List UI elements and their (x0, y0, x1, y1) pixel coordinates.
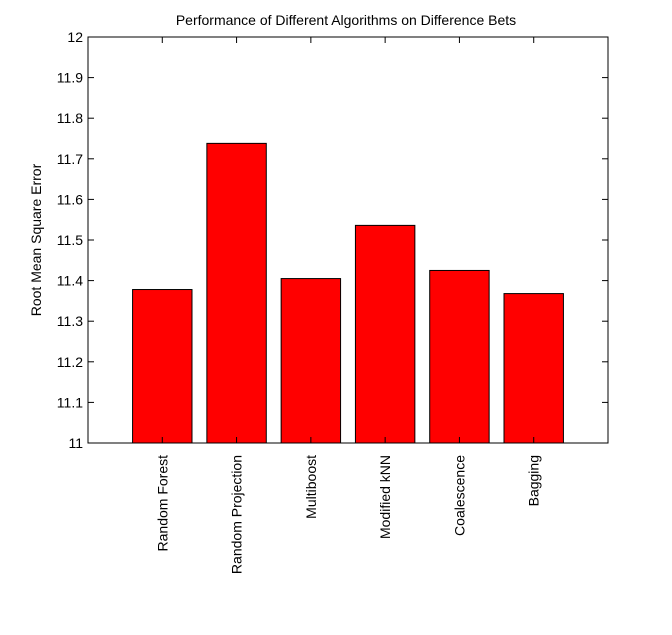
bar-random-projection (206, 142, 267, 444)
x-tick-label: Modified kNN (377, 455, 393, 539)
x-tick-label: Coalescence (451, 455, 467, 536)
y-axis-label: Root Mean Square Error (28, 163, 44, 316)
x-tick-label: Multiboost (303, 455, 319, 519)
bar-random-forest (132, 289, 193, 444)
axes-group: 11 11.1 11.2 11.3 11.4 11.5 11.6 11.7 11.8 11.9 12… (57, 29, 609, 574)
y-tick-label: 11.6 (57, 191, 83, 207)
y-tick-label: 11.3 (57, 313, 83, 329)
bar-multiboost (280, 278, 342, 444)
x-tick-label: Random Forest (154, 455, 170, 552)
chart-title: Performance of Different Algorithms on D… (176, 12, 516, 28)
bar-coalescence (429, 269, 490, 444)
bar-bagging (503, 293, 564, 444)
y-tick-label: 12 (67, 29, 83, 45)
x-tick-label: Bagging (526, 455, 542, 506)
y-tick-label: 11.8 (57, 110, 83, 126)
y-tick-label: 11.9 (57, 70, 83, 86)
y-tick-label: 11.4 (57, 273, 83, 289)
y-tick-label: 11.2 (57, 354, 83, 370)
y-tick-label: 11.7 (57, 151, 83, 167)
y-tick-label: 11 (68, 435, 83, 451)
y-tick-label: 11.1 (57, 394, 83, 410)
y-tick-label: 11.5 (57, 232, 83, 248)
bar-modified-knn (354, 224, 416, 444)
bars-group (132, 142, 564, 444)
x-tick-label: Random Projection (229, 455, 245, 574)
